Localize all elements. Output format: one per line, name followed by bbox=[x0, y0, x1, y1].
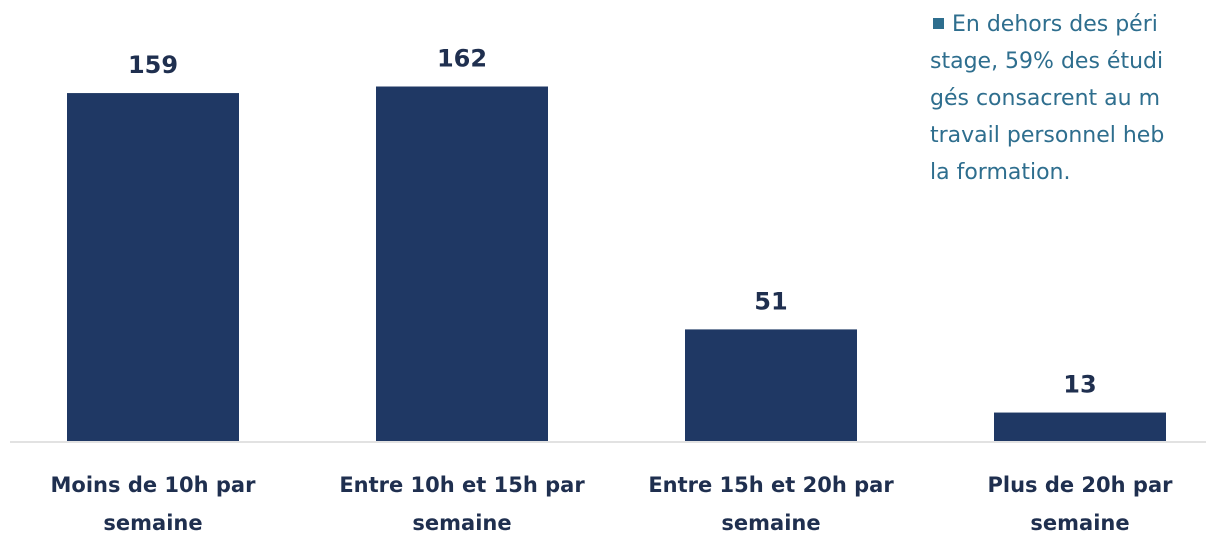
bar-value-label: 162 bbox=[437, 45, 487, 73]
category-label: Entre 10h et 15h par semaine bbox=[339, 473, 585, 534]
bar bbox=[685, 329, 857, 441]
annotation-line: gés consacrent au m bbox=[930, 86, 1161, 111]
bar-value-label: 13 bbox=[1063, 371, 1096, 399]
bar-value-label: 159 bbox=[128, 51, 178, 79]
annotation-line: stage, 59% des étudi bbox=[930, 49, 1164, 74]
bar-value-label: 51 bbox=[754, 287, 787, 315]
category-label-line: semaine bbox=[412, 511, 511, 534]
category-label: Plus de 20h par semaine bbox=[988, 473, 1174, 534]
bar bbox=[994, 412, 1166, 441]
annotation-line: En dehors des péri bbox=[930, 6, 1206, 43]
annotation-note: En dehors des péri stage, 59% des étudi … bbox=[930, 6, 1206, 216]
annotation-line: la formation. bbox=[930, 160, 1071, 185]
annotation-line: travail personnel heb bbox=[930, 123, 1165, 148]
annotation-line-text: En dehors des péri bbox=[952, 12, 1158, 37]
category-label-line: Entre 15h et 20h par bbox=[648, 473, 894, 497]
category-label-line: Entre 10h et 15h par bbox=[339, 473, 585, 497]
category-label-line: Moins de 10h par bbox=[51, 473, 257, 497]
category-label-line: semaine bbox=[103, 511, 202, 534]
category-label-line: semaine bbox=[721, 511, 820, 534]
bar bbox=[67, 93, 239, 441]
category-label: Moins de 10h par semaine bbox=[51, 473, 257, 534]
bar bbox=[376, 86, 548, 441]
category-label-line: Plus de 20h par bbox=[988, 473, 1174, 497]
category-label-line: semaine bbox=[1030, 511, 1129, 534]
category-label: Entre 15h et 20h par semaine bbox=[648, 473, 894, 534]
square-bullet-icon bbox=[933, 18, 944, 29]
